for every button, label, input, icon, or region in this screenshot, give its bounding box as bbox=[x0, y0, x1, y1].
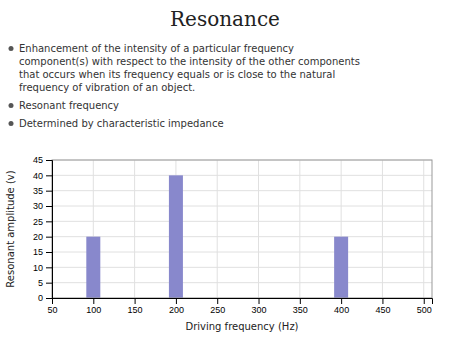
tick-label: 500 bbox=[417, 305, 432, 315]
tick: 500 bbox=[417, 298, 432, 315]
bullet bbox=[9, 103, 14, 108]
tick-mark bbox=[46, 160, 52, 161]
bar bbox=[334, 237, 348, 298]
annotation: Resonant frequency bbox=[19, 100, 119, 111]
tick-label: 100 bbox=[86, 305, 101, 315]
annotation: Determined by characteristic impedance bbox=[19, 118, 224, 129]
tick: 200 bbox=[169, 298, 184, 315]
tick-mark bbox=[382, 298, 383, 304]
tick-label: 400 bbox=[334, 305, 349, 315]
tick-label: 450 bbox=[375, 305, 390, 315]
tick: 30 bbox=[33, 201, 52, 211]
tick-mark bbox=[46, 175, 52, 176]
grid-line bbox=[52, 206, 432, 207]
tick-label: 5 bbox=[38, 278, 43, 288]
tick: 400 bbox=[334, 298, 349, 315]
tick-mark bbox=[300, 298, 301, 304]
tick-label: 350 bbox=[293, 305, 308, 315]
tick: 10 bbox=[33, 263, 52, 273]
tick-mark bbox=[46, 206, 52, 207]
tick-label: 35 bbox=[33, 186, 43, 196]
grid-line bbox=[382, 160, 383, 298]
grid-line bbox=[217, 160, 218, 298]
chart-root: Resonance Enhancement of the intensity of… bbox=[0, 0, 450, 338]
tick-label: 45 bbox=[33, 155, 43, 165]
grid-line bbox=[52, 252, 432, 253]
tick-mark bbox=[46, 298, 52, 299]
tick-mark bbox=[46, 252, 52, 253]
axis-line bbox=[53, 299, 433, 305]
tick-label: 15 bbox=[33, 247, 43, 257]
bullet bbox=[9, 46, 14, 51]
tick: 40 bbox=[33, 171, 52, 181]
grid-line bbox=[52, 175, 432, 176]
grid-line bbox=[52, 236, 432, 237]
annotation: component(s) with respect to the intensi… bbox=[19, 56, 360, 67]
grid-line bbox=[423, 160, 424, 298]
tick-mark bbox=[135, 298, 136, 304]
tick: 35 bbox=[33, 186, 52, 196]
tick-mark bbox=[176, 298, 177, 304]
tick: 15 bbox=[33, 247, 52, 257]
tick-mark bbox=[46, 283, 52, 284]
tick-label: 150 bbox=[128, 305, 143, 315]
x-axis-title: Driving frequency (Hz) bbox=[185, 321, 298, 332]
tick: 5 bbox=[38, 278, 52, 288]
tick-mark bbox=[341, 298, 342, 304]
plot: 50 100 150 200 250 300 350 400 450 500 0 5 10 15 20 25 3… bbox=[33, 155, 433, 315]
tick-mark bbox=[46, 237, 52, 238]
tick-label: 30 bbox=[33, 201, 43, 211]
tick: 0 bbox=[38, 293, 52, 303]
tick-mark bbox=[46, 191, 52, 192]
y-axis-title: Resonant amplitude (v) bbox=[5, 170, 16, 287]
y-axis: 0 5 10 15 20 25 30 35 40 45 bbox=[33, 155, 53, 303]
tick-label: 50 bbox=[47, 305, 57, 315]
tick-mark bbox=[217, 298, 218, 304]
tick: 300 bbox=[252, 298, 267, 315]
tick-label: 300 bbox=[252, 305, 267, 315]
tick: 450 bbox=[375, 298, 390, 315]
title: Resonance bbox=[170, 7, 280, 31]
grid-line bbox=[52, 282, 432, 283]
tick-label: 250 bbox=[210, 305, 225, 315]
x-axis: 50 100 150 200 250 300 350 400 450 500 bbox=[47, 298, 432, 315]
tick-label: 25 bbox=[33, 217, 43, 227]
tick-label: 10 bbox=[33, 263, 43, 273]
annotation: that occurs when its frequency equals or… bbox=[19, 69, 335, 80]
bars bbox=[86, 175, 348, 298]
grid-line bbox=[52, 267, 432, 268]
tick-mark bbox=[46, 221, 52, 222]
grid-line bbox=[258, 160, 259, 298]
tick-label: 40 bbox=[33, 171, 43, 181]
plot-frame bbox=[52, 160, 432, 298]
tick: 100 bbox=[86, 298, 101, 315]
tick: 250 bbox=[210, 298, 225, 315]
annotation: Enhancement of the intensity of a partic… bbox=[19, 43, 294, 54]
grid-line bbox=[52, 190, 432, 191]
tick-mark bbox=[46, 267, 52, 268]
axis-line bbox=[46, 161, 53, 299]
tick: 150 bbox=[128, 298, 143, 315]
grid-line bbox=[52, 221, 432, 222]
bar bbox=[169, 175, 183, 298]
tick-label: 0 bbox=[38, 293, 43, 303]
tick-label: 200 bbox=[169, 305, 184, 315]
bullet bbox=[9, 121, 14, 126]
tick: 50 bbox=[47, 298, 57, 315]
bar bbox=[86, 237, 100, 298]
grid bbox=[52, 160, 432, 298]
tick: 350 bbox=[293, 298, 308, 315]
tick-mark bbox=[93, 298, 94, 304]
tick: 45 bbox=[33, 155, 52, 165]
tick-label: 20 bbox=[33, 232, 43, 242]
tick: 25 bbox=[33, 217, 52, 227]
tick-mark bbox=[259, 298, 260, 304]
annotation: frequency of vibration of an object. bbox=[19, 82, 195, 93]
tick: 20 bbox=[33, 232, 52, 242]
grid-line bbox=[134, 160, 135, 298]
grid-line bbox=[299, 160, 300, 298]
tick-mark bbox=[424, 298, 425, 304]
